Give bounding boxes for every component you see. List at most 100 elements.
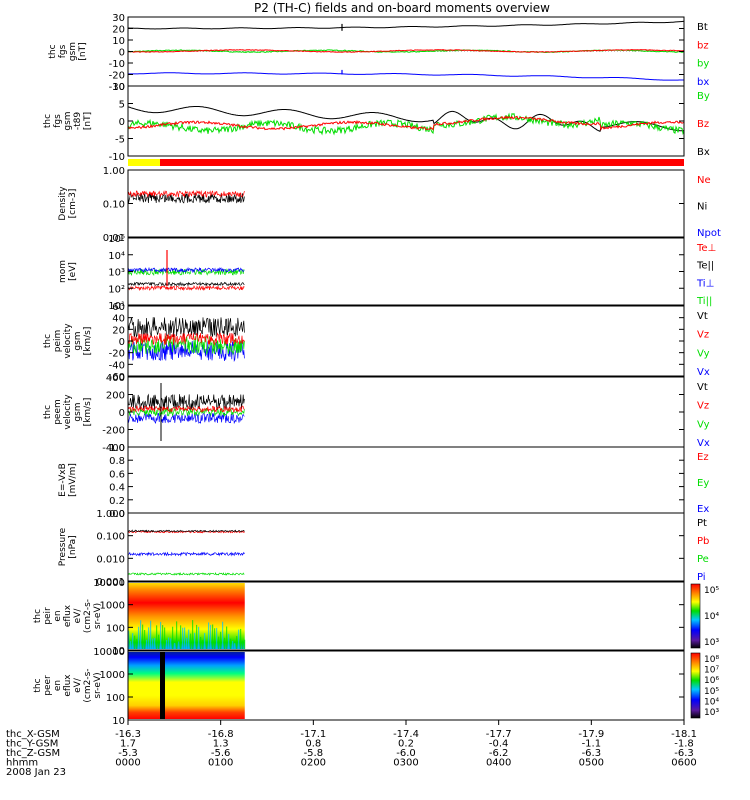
peem-velocity-plot-area: [127, 383, 245, 441]
peir-low-energy-column: [182, 627, 184, 649]
colorbar-scale: [690, 652, 701, 719]
ylabel-line: thc: [33, 609, 43, 623]
ytick-label: 1000: [100, 601, 125, 612]
ylabel-line: gsm: [73, 402, 83, 421]
colorbar-tick-label: 10³: [704, 638, 719, 648]
xaxis-value: -17.7: [486, 729, 512, 740]
ytick-label: 10: [112, 82, 125, 93]
panel-temperature: 10⁵ 10⁴ 10³ 10² 10¹ mom [eV] Te⊥ Te|| Ti⊥ Ti||: [58, 234, 716, 312]
fgs-field-detrended-yticks: 10 5 0 -5 -10: [109, 82, 684, 163]
panel-peer-spectrogram: 10000 1000 100 10 thc peer en eflux eV/(cm2-s-sr…: [33, 647, 719, 727]
xaxis-value: -16.3: [115, 729, 141, 740]
legend-Te||: Te||: [696, 261, 714, 272]
ytick-label: -60: [109, 372, 125, 383]
series-Pt: [128, 529, 245, 533]
ylabel-line: gsm: [68, 42, 78, 61]
ytick-label: 0: [119, 408, 125, 419]
xaxis-value: -6.0: [396, 748, 416, 759]
temperature-ylabel: mom [eV]: [58, 260, 78, 283]
series-Te||: [127, 281, 245, 287]
peir-low-energy-column: [220, 631, 222, 649]
ylabel-line: thc: [43, 405, 53, 419]
ytick-label: 20: [112, 25, 125, 36]
legend-Pe: Pe: [697, 554, 709, 565]
ylabel-line: eflux: [63, 674, 73, 697]
legend-Ti⊥: Ti⊥: [696, 278, 714, 289]
ytick-label: 10²: [108, 284, 125, 295]
peir-low-energy-column: [160, 621, 162, 649]
peir-low-energy-column: [146, 639, 148, 649]
xaxis-row-label: thc_Z-GSM: [6, 748, 60, 759]
peir-low-energy-column: [222, 621, 224, 649]
legend-bx: bx: [697, 77, 709, 88]
efield-legend: Ez Ey Ex: [697, 452, 709, 515]
legend-Bx: Bx: [697, 147, 710, 158]
series-Vt: [127, 393, 245, 411]
legend-Vt: Vt: [697, 311, 708, 322]
peir-low-energy-column: [236, 636, 238, 649]
status-bar-yellow: [128, 159, 160, 166]
ytick-label: 0.01: [103, 233, 125, 244]
ytick-label: 1.0: [109, 443, 125, 454]
peir-low-energy-column: [186, 637, 188, 649]
ytick-label: -10: [109, 59, 125, 70]
legend-Vz: Vz: [697, 401, 709, 412]
ytick-label: 10³: [108, 268, 125, 279]
ylabel-line: peer: [43, 675, 53, 696]
peem-velocity-ylabel: thc peem velocity gsm [km/s]: [43, 394, 93, 430]
peer-spectrogram-ylabel: thc peer en eflux eV/(cm2-s-sr-eV): [33, 668, 103, 702]
peem-velocity-legend: Vt Vz Vy Vx: [697, 382, 710, 449]
xaxis-value: 0600: [671, 758, 696, 769]
ytick-label: 10000: [93, 647, 125, 658]
ylabel-line: [nT]: [78, 42, 88, 60]
density-frame: [127, 169, 685, 238]
series-Ne: [127, 189, 245, 198]
xaxis-value: -5.3: [118, 748, 138, 759]
ylabel-line: (cm2-s-: [83, 599, 93, 633]
peir-low-energy-column: [238, 629, 240, 649]
legend-Pb: Pb: [697, 536, 709, 547]
ytick-label: 0.8: [109, 456, 125, 467]
series-Pi: [127, 551, 245, 557]
legend-Te⊥: Te⊥: [696, 243, 716, 254]
peir-low-energy-column: [224, 637, 226, 649]
ylabel-line: sr-eV): [93, 603, 103, 629]
xaxis-value: -16.8: [208, 729, 234, 740]
xaxis-value: 0500: [579, 758, 604, 769]
ytick-label: -400: [102, 443, 125, 454]
peir-low-energy-column: [184, 627, 186, 649]
ytick-label: 0.0: [109, 509, 125, 520]
series-Vx: [127, 412, 245, 425]
peer-spectrogram-yticks: 10000 1000 100 10: [93, 647, 684, 727]
ylabel-line: eV/: [73, 608, 83, 624]
ylabel-line: eV/: [73, 677, 83, 693]
peir-spectrogram-colorbar: 10⁵ 10⁴ 10³: [690, 583, 719, 649]
efield-ylabel: E=-VxB [mV/m]: [58, 463, 78, 497]
peir-low-energy-column: [192, 620, 194, 649]
legend-Pi: Pi: [697, 572, 706, 583]
peir-low-energy-column: [140, 620, 142, 649]
legend-Ni: Ni: [697, 202, 707, 213]
peir-low-energy-column: [158, 634, 160, 649]
ylabel-line: gsm: [73, 331, 83, 350]
legend-Npot: Npot: [697, 228, 721, 239]
series-Bx: [127, 106, 684, 132]
ylabel-line: velocity: [63, 394, 73, 430]
peer-data-gap: [160, 652, 165, 719]
colorbar-tick-label: 10⁷: [704, 666, 719, 676]
xaxis-value: -6.3: [582, 748, 602, 759]
peir-low-energy-column: [134, 635, 136, 649]
ytick-label: 10000: [93, 578, 125, 589]
legend-Vx: Vx: [697, 367, 710, 378]
ylabel-line: sr-eV): [93, 672, 103, 698]
ylabel-line: en: [53, 680, 63, 691]
peir-low-energy-column: [196, 624, 198, 649]
peir-low-energy-column: [132, 633, 134, 649]
legend-Ne: Ne: [697, 175, 711, 186]
figure-title: P2 (TH-C) fields and on-board moments ov…: [254, 1, 550, 15]
legend-Vy: Vy: [697, 348, 710, 359]
peir-low-energy-column: [154, 637, 156, 649]
xaxis-value: -1.1: [582, 739, 602, 750]
peir-spectrogram-plot-area: [128, 583, 246, 649]
